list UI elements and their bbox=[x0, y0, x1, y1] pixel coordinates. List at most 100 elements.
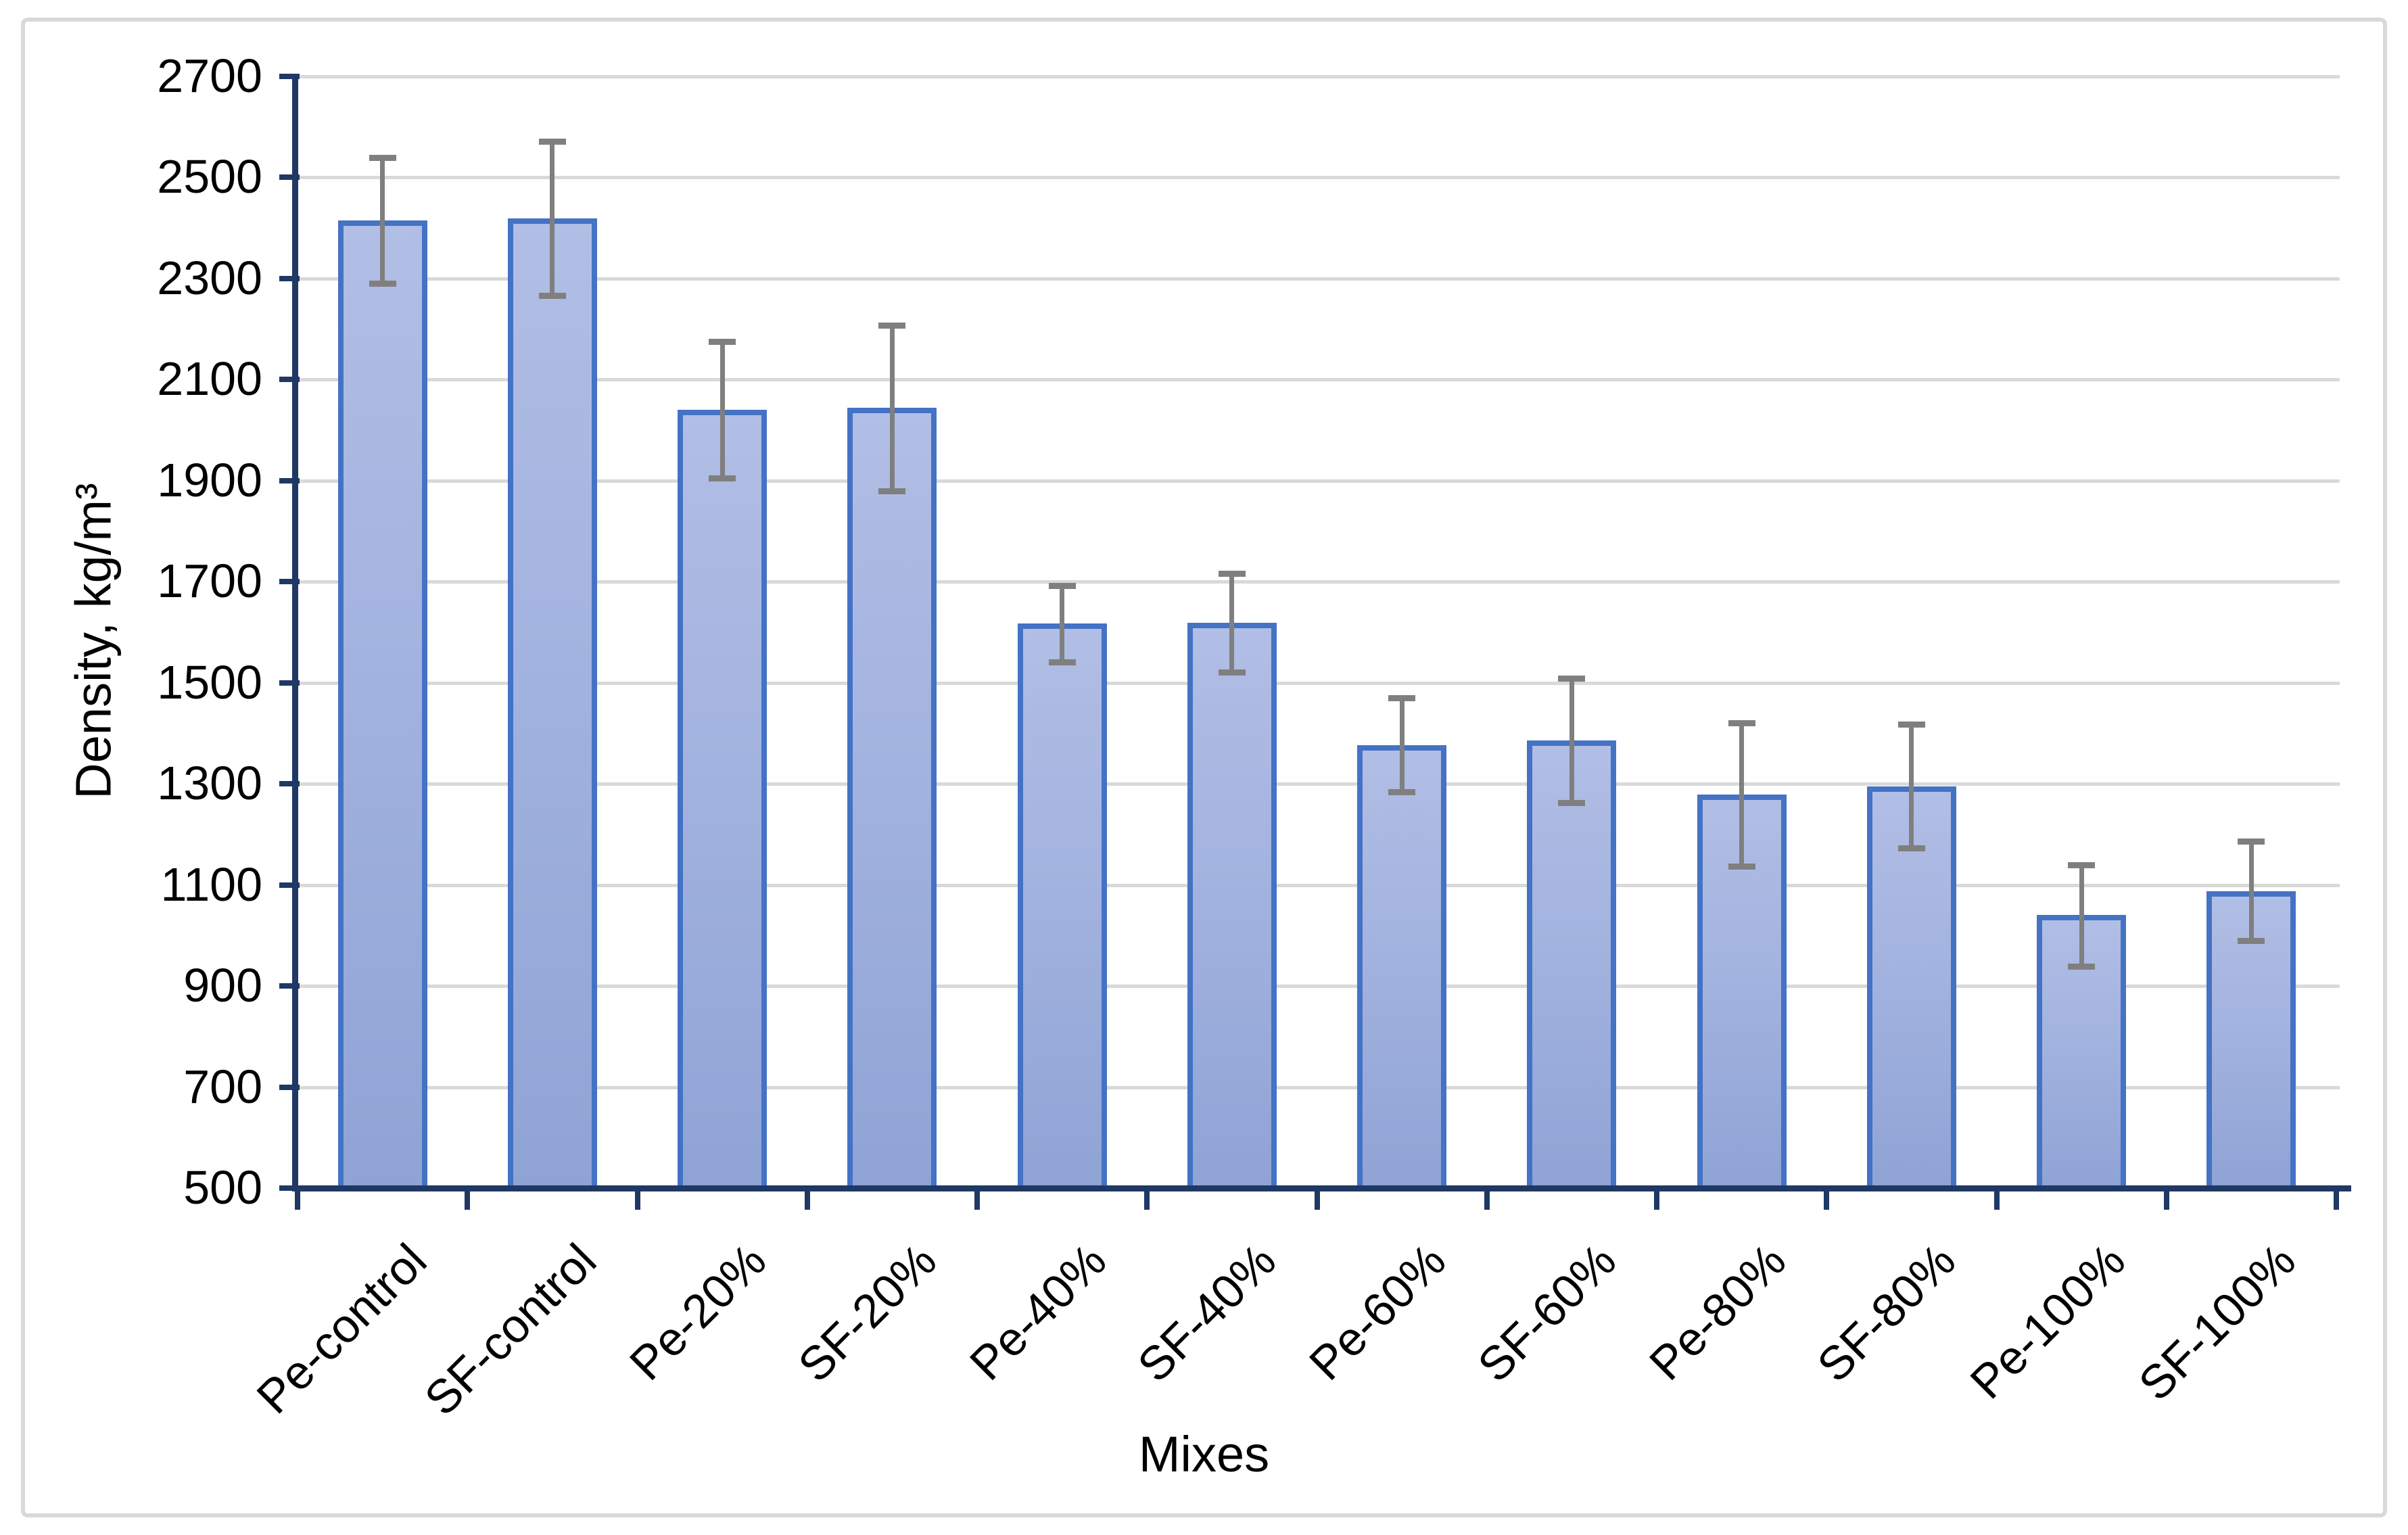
error-bar-cap-top bbox=[1388, 695, 1416, 702]
bar bbox=[1017, 623, 1107, 1191]
bar bbox=[678, 410, 768, 1191]
gridline bbox=[298, 985, 2340, 989]
bar bbox=[2037, 915, 2127, 1191]
x-axis-tick bbox=[974, 1185, 980, 1210]
error-bar-line bbox=[380, 157, 385, 284]
bar bbox=[847, 408, 937, 1191]
error-bar-line bbox=[1739, 722, 1745, 866]
x-axis-tick bbox=[295, 1185, 300, 1210]
x-category-label: SF-100% bbox=[2128, 1233, 2305, 1411]
x-axis-tick bbox=[1484, 1185, 1490, 1210]
y-axis-tick bbox=[279, 275, 300, 281]
gridline bbox=[298, 479, 2340, 483]
y-axis-tick bbox=[279, 174, 300, 181]
error-bar-cap-bottom bbox=[1728, 863, 1755, 870]
y-tick-label: 500 bbox=[183, 1161, 262, 1214]
y-axis-tick bbox=[279, 477, 300, 483]
y-tick-label: 1300 bbox=[157, 757, 262, 810]
x-category-label: SF-20% bbox=[787, 1233, 946, 1392]
error-bar-cap-top bbox=[2068, 861, 2096, 868]
error-bar-cap-bottom bbox=[1558, 799, 1586, 806]
error-bar-cap-bottom bbox=[369, 281, 396, 287]
error-bar-cap-top bbox=[1897, 722, 1925, 728]
gridline bbox=[298, 883, 2340, 887]
x-category-label: SF-control bbox=[414, 1233, 607, 1425]
gridline bbox=[298, 681, 2340, 685]
x-axis-line bbox=[292, 1185, 2351, 1191]
x-category-label: SF-80% bbox=[1807, 1233, 1966, 1392]
error-bar-cap-bottom bbox=[1388, 789, 1416, 796]
y-tick-label: 1500 bbox=[157, 655, 262, 709]
y-axis-title: Density, kg/m³ bbox=[65, 483, 122, 799]
error-bar-line bbox=[889, 325, 895, 491]
y-tick-label: 2700 bbox=[157, 49, 262, 102]
x-axis-tick bbox=[1654, 1185, 1659, 1210]
bar bbox=[1357, 745, 1447, 1191]
bar bbox=[1527, 740, 1617, 1191]
error-bar-cap-top bbox=[709, 339, 736, 346]
y-tick-label: 2300 bbox=[157, 251, 262, 304]
y-tick-label: 2500 bbox=[157, 150, 262, 204]
gridline bbox=[298, 580, 2340, 584]
x-axis-tick bbox=[1314, 1185, 1320, 1210]
error-bar-cap-top bbox=[1218, 570, 1246, 577]
gridline bbox=[298, 1085, 2340, 1089]
y-axis-tick bbox=[279, 377, 300, 383]
x-category-label: Pe-60% bbox=[1299, 1233, 1456, 1390]
error-bar-cap-bottom bbox=[1897, 845, 1925, 852]
error-bar-cap-top bbox=[1728, 719, 1755, 726]
error-bar-line bbox=[1909, 724, 1914, 849]
gridline bbox=[298, 378, 2340, 382]
error-bar-line bbox=[1229, 573, 1235, 673]
error-bar-cap-bottom bbox=[1048, 659, 1076, 666]
error-bar-line bbox=[550, 141, 555, 296]
y-tick-label: 1100 bbox=[160, 857, 262, 911]
error-bar-line bbox=[2248, 841, 2254, 941]
gridline bbox=[298, 176, 2340, 180]
x-axis-tick bbox=[804, 1185, 810, 1210]
y-axis-tick bbox=[279, 1185, 300, 1191]
error-bar-cap-bottom bbox=[2238, 937, 2265, 944]
x-category-label: SF-40% bbox=[1127, 1233, 1286, 1392]
x-axis-tick bbox=[1144, 1185, 1150, 1210]
y-axis-tick bbox=[279, 74, 300, 79]
y-axis-tick bbox=[279, 882, 300, 888]
bar bbox=[507, 218, 597, 1191]
error-bar-line bbox=[1399, 698, 1404, 793]
y-tick-label: 2100 bbox=[157, 352, 262, 406]
y-axis-tick bbox=[279, 579, 300, 585]
bar bbox=[337, 220, 427, 1191]
x-axis-title: Mixes bbox=[1138, 1426, 1270, 1482]
y-tick-label: 1900 bbox=[157, 453, 262, 506]
error-bar-cap-bottom bbox=[1218, 669, 1246, 676]
error-bar-cap-top bbox=[538, 138, 566, 145]
error-bar-cap-bottom bbox=[538, 293, 566, 300]
x-category-label: Pe-80% bbox=[1638, 1233, 1796, 1390]
x-axis-tick bbox=[634, 1185, 640, 1210]
x-category-label: Pe-100% bbox=[1960, 1233, 2135, 1409]
bar bbox=[1187, 622, 1277, 1191]
error-bar-line bbox=[1060, 586, 1065, 663]
error-bar-cap-bottom bbox=[878, 488, 906, 494]
error-bar-line bbox=[2079, 864, 2084, 966]
gridline bbox=[298, 75, 2340, 78]
x-axis-tick bbox=[1993, 1185, 2000, 1210]
error-bar-cap-top bbox=[1048, 583, 1076, 590]
y-axis-line bbox=[292, 74, 298, 1191]
error-bar-cap-top bbox=[878, 322, 906, 329]
gridline bbox=[298, 782, 2340, 786]
y-axis-tick bbox=[279, 781, 300, 787]
y-tick-label: 900 bbox=[183, 959, 262, 1012]
y-axis-tick bbox=[279, 1084, 300, 1090]
y-axis-tick bbox=[279, 983, 300, 989]
error-bar-cap-top bbox=[1558, 676, 1586, 682]
x-category-label: Pe-40% bbox=[959, 1233, 1116, 1390]
error-bar-line bbox=[719, 341, 725, 479]
x-axis-tick bbox=[2334, 1185, 2339, 1210]
error-bar-cap-bottom bbox=[2068, 963, 2096, 970]
x-category-label: Pe-20% bbox=[619, 1233, 776, 1390]
y-tick-label: 700 bbox=[183, 1060, 262, 1113]
x-axis-tick bbox=[465, 1185, 471, 1210]
gridline bbox=[298, 277, 2340, 281]
